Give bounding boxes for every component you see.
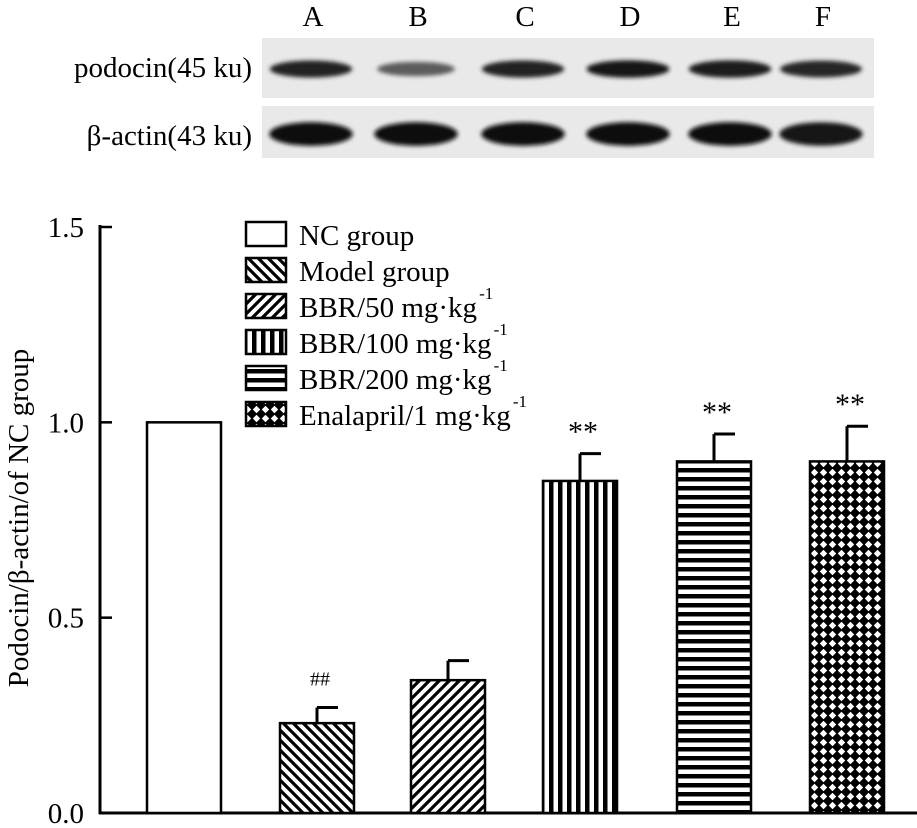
podocin-band-c — [481, 60, 565, 78]
y-axis-label: Podocin/β-actin/of NC group — [3, 349, 35, 688]
legend-label-bbr-50-mg-kg: BBR/50 mg·kg — [299, 292, 477, 324]
y-tick-label-1-0: 1.0 — [48, 407, 84, 439]
legend-label-model-group: Model group — [299, 256, 450, 288]
significance-bbr-100-mg-kg-1: ** — [568, 416, 598, 449]
podocin-blot-strip — [262, 38, 874, 98]
blot-lane-labels: A B C D E F — [303, 1, 832, 33]
lane-label-f: F — [815, 1, 831, 33]
bar-enalapril-1-mg-kg-1 — [808, 460, 886, 815]
actin-band-b — [374, 122, 458, 146]
podocin-band-d — [586, 60, 670, 78]
y-tick-label-1-5: 1.5 — [48, 212, 84, 244]
lane-label-c: C — [515, 1, 534, 33]
legend-swatch-enalapril-1-mg-kg — [244, 400, 288, 428]
lane-label-d: D — [620, 1, 641, 33]
actin-band-e — [688, 122, 772, 146]
bar-nc-group — [145, 421, 223, 815]
legend-swatch-bbr-50-mg-kg — [244, 292, 288, 320]
legend-label-enalapril-1-mg-kg: Enalapril/1 mg·kg — [299, 400, 511, 432]
legend-label-nc-group: NC group — [299, 220, 414, 252]
legend-superscript-enalapril-1-mg-kg: -1 — [513, 392, 527, 411]
lane-label-e: E — [723, 1, 741, 33]
actin-row-label: β-actin(43 ku) — [87, 120, 252, 152]
podocin-row-label: podocin(45 ku) — [74, 52, 252, 84]
podocin-band-a — [269, 60, 353, 78]
bar-bbr-50-mg-kg-1 — [409, 678, 487, 815]
legend-label-bbr-200-mg-kg: BBR/200 mg·kg — [299, 364, 492, 396]
bars: ## ** ** ** — [145, 388, 886, 815]
legend-label-bbr-100-mg-kg: BBR/100 mg·kg — [299, 328, 492, 360]
western-blot-panel: A B C D E F podocin(45 ku) β-actin(43 ku) — [74, 1, 874, 158]
podocin-band-e — [688, 60, 772, 78]
bar-bbr-100-mg-kg-1 — [541, 479, 619, 815]
y-tick-label-0-5: 0.5 — [48, 603, 84, 635]
legend-swatch-model-group — [244, 256, 288, 284]
bar-bbr-200-mg-kg-1 — [675, 460, 753, 815]
y-axis — [98, 225, 917, 815]
lane-label-b: B — [408, 1, 427, 33]
legend-swatch-bbr-100-mg-kg — [244, 328, 288, 356]
bar-model-group — [278, 721, 356, 815]
y-tick-label-0-0: 0.0 — [48, 798, 84, 828]
actin-bands — [269, 122, 863, 146]
legend-swatch-nc-group — [244, 220, 288, 248]
podocin-bands — [269, 60, 862, 78]
legend-swatch-bbr-200-mg-kg — [244, 364, 288, 392]
actin-band-f — [779, 122, 863, 146]
podocin-band-f — [780, 60, 862, 78]
significance-bbr-200-mg-kg-1: ** — [702, 396, 732, 429]
legend-superscript-bbr-100-mg-kg: -1 — [494, 320, 508, 339]
significance-model-group: ## — [310, 669, 330, 691]
lane-label-a: A — [303, 1, 324, 33]
legend-superscript-bbr-200-mg-kg: -1 — [494, 356, 508, 375]
significance-enalapril-1-mg-kg-1: ** — [835, 388, 865, 421]
y-ticks: 0.0 0.5 1.0 1.5 — [48, 212, 112, 828]
legend-superscript-bbr-50-mg-kg: -1 — [479, 284, 493, 303]
actin-band-c — [481, 122, 565, 146]
actin-band-a — [269, 122, 353, 146]
actin-band-d — [586, 122, 670, 146]
actin-blot-strip — [262, 106, 874, 158]
podocin-band-b — [377, 61, 455, 77]
bar-chart: 0.0 0.5 1.0 1.5 Podocin/β-actin/of NC group… — [3, 212, 917, 828]
